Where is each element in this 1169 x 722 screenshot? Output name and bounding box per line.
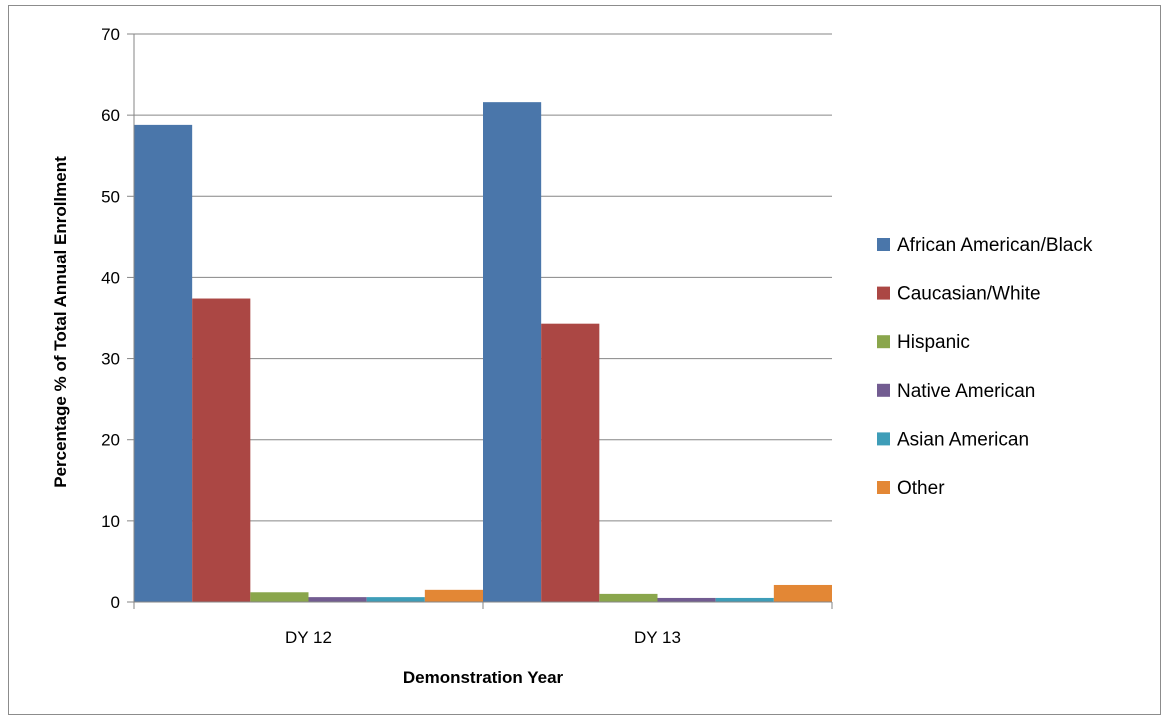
y-tick-label: 20 xyxy=(101,431,120,450)
y-tick-label: 50 xyxy=(101,187,120,206)
y-tick-label: 0 xyxy=(111,593,120,612)
legend-label: African American/Black xyxy=(897,235,1093,256)
bar-dy-12-5 xyxy=(366,597,425,602)
y-axis-title: Percentage % of Total Annual Enrollment xyxy=(51,156,70,488)
bar-dy-13-3 xyxy=(599,593,658,602)
x-tick-label: DY 13 xyxy=(634,628,681,647)
legend-label: Hispanic xyxy=(897,332,970,353)
bar-dy-13-4 xyxy=(657,597,716,602)
y-tick-label: 30 xyxy=(101,350,120,369)
bar-dy-12-2 xyxy=(192,298,251,602)
bar-dy-13-1 xyxy=(483,102,542,602)
legend-swatch xyxy=(877,432,890,446)
bar-dy-13-2 xyxy=(541,323,600,602)
bar-dy-13-5 xyxy=(715,597,774,602)
y-axis-ticks: 0 10 20 30 40 50 60 70 xyxy=(101,25,134,612)
legend-label: Other xyxy=(897,478,945,499)
legend-swatch xyxy=(877,383,890,397)
legend-label: Caucasian/White xyxy=(897,284,1041,305)
bar-dy-12-3 xyxy=(250,592,309,602)
y-tick-label: 10 xyxy=(101,512,120,531)
legend: African American/Black Caucasian/White His… xyxy=(877,235,1093,499)
bars xyxy=(134,102,832,602)
legend-swatch xyxy=(877,335,890,349)
y-tick-label: 40 xyxy=(101,268,120,287)
x-axis-title: Demonstration Year xyxy=(403,668,564,687)
legend-label: Asian American xyxy=(897,429,1029,450)
legend-swatch xyxy=(877,238,890,251)
y-tick-label: 70 xyxy=(101,25,120,44)
bar-dy-13-6 xyxy=(773,584,832,602)
x-tick-label: DY 12 xyxy=(285,628,332,647)
bar-dy-12-4 xyxy=(308,597,367,602)
x-axis-ticks: DY 12 DY 13 xyxy=(133,602,833,647)
bar-dy-12-1 xyxy=(134,124,193,602)
y-tick-label: 60 xyxy=(101,106,120,125)
legend-swatch xyxy=(877,286,890,300)
legend-swatch xyxy=(877,481,890,494)
bar-dy-12-6 xyxy=(424,589,483,602)
legend-label: Native American xyxy=(897,381,1035,402)
